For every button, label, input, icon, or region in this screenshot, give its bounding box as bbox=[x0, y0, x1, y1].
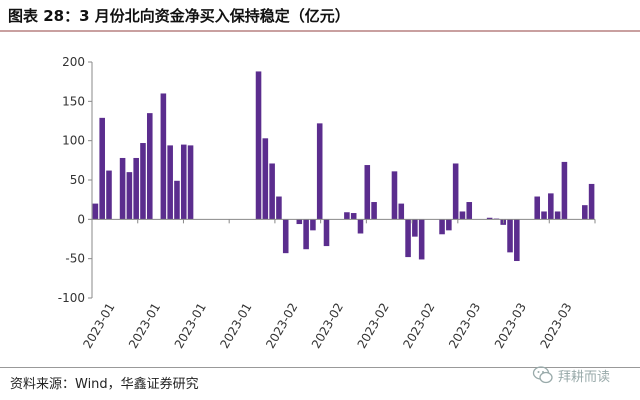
bar bbox=[466, 202, 473, 220]
bar bbox=[371, 202, 377, 220]
bar bbox=[310, 219, 316, 231]
bar bbox=[418, 219, 425, 260]
x-tick-label: 2023-01 bbox=[217, 301, 254, 351]
bar bbox=[92, 203, 99, 220]
x-tick-label: 2023-02 bbox=[263, 301, 300, 351]
y-tick-label: -100 bbox=[58, 291, 85, 305]
footer-divider bbox=[0, 367, 640, 368]
bar bbox=[296, 219, 303, 225]
wechat-icon bbox=[532, 366, 553, 384]
bar bbox=[364, 165, 371, 220]
bar bbox=[405, 219, 411, 258]
bar bbox=[507, 219, 513, 253]
bar bbox=[160, 93, 167, 220]
bar bbox=[541, 211, 547, 220]
bar bbox=[446, 219, 452, 231]
x-tick-label: 2023-01 bbox=[80, 301, 117, 351]
bar bbox=[588, 183, 595, 220]
bar bbox=[323, 219, 330, 247]
watermark-text: 拜耕而读 bbox=[558, 369, 611, 385]
bar bbox=[350, 213, 357, 220]
title-divider bbox=[0, 30, 640, 32]
bar bbox=[561, 161, 568, 220]
chart-title: 图表 28：3 月份北向资金净买入保持稳定（亿元） bbox=[8, 7, 350, 25]
bar bbox=[357, 219, 364, 234]
bar bbox=[282, 219, 289, 254]
bar bbox=[412, 219, 418, 237]
y-tick-label: 50 bbox=[70, 173, 85, 187]
bar bbox=[276, 196, 282, 220]
x-tick-label: 2023-03 bbox=[492, 301, 529, 351]
x-tick-label: 2023-02 bbox=[355, 301, 392, 351]
x-tick-label: 2023-03 bbox=[446, 301, 483, 351]
bar bbox=[140, 143, 146, 220]
y-tick-label: 0 bbox=[77, 212, 85, 226]
bar bbox=[269, 163, 275, 220]
x-tick-label: 2023-01 bbox=[172, 301, 209, 351]
bar bbox=[344, 212, 350, 220]
bar bbox=[255, 71, 262, 220]
bar bbox=[582, 205, 588, 220]
x-tick-label: 2023-03 bbox=[538, 301, 575, 351]
bar bbox=[262, 138, 269, 220]
y-tick-label: 100 bbox=[62, 134, 85, 148]
bar bbox=[126, 172, 133, 220]
y-tick-label: 200 bbox=[62, 55, 85, 69]
x-tick-label: 2023-02 bbox=[400, 301, 437, 351]
bar bbox=[180, 144, 187, 220]
bar bbox=[554, 211, 561, 220]
bar bbox=[548, 193, 554, 220]
bar bbox=[391, 171, 398, 220]
bar bbox=[439, 219, 445, 235]
bar bbox=[99, 117, 105, 220]
bar bbox=[534, 196, 541, 220]
bar bbox=[398, 203, 405, 220]
bar bbox=[514, 219, 520, 262]
bar bbox=[316, 123, 323, 220]
bar bbox=[119, 157, 126, 220]
title-bar: 图表 28：3 月份北向资金净买入保持稳定（亿元） bbox=[0, 0, 640, 30]
bar bbox=[167, 145, 173, 220]
x-tick-label: 2023-01 bbox=[126, 301, 163, 351]
bar bbox=[174, 180, 180, 220]
bar bbox=[146, 113, 153, 220]
y-tick-label: 150 bbox=[62, 94, 85, 108]
x-tick-label: 2023-02 bbox=[309, 301, 346, 351]
bar bbox=[133, 157, 139, 220]
y-tick-label: -50 bbox=[65, 252, 85, 266]
bar bbox=[187, 145, 194, 220]
bar bbox=[486, 217, 493, 220]
bar bbox=[452, 163, 459, 220]
watermark: 拜耕而读 bbox=[532, 364, 610, 386]
bar bbox=[303, 219, 309, 250]
source-note: 资料来源：Wind，华鑫证券研究 bbox=[10, 377, 199, 392]
bar bbox=[106, 170, 112, 220]
bar bbox=[459, 211, 466, 220]
